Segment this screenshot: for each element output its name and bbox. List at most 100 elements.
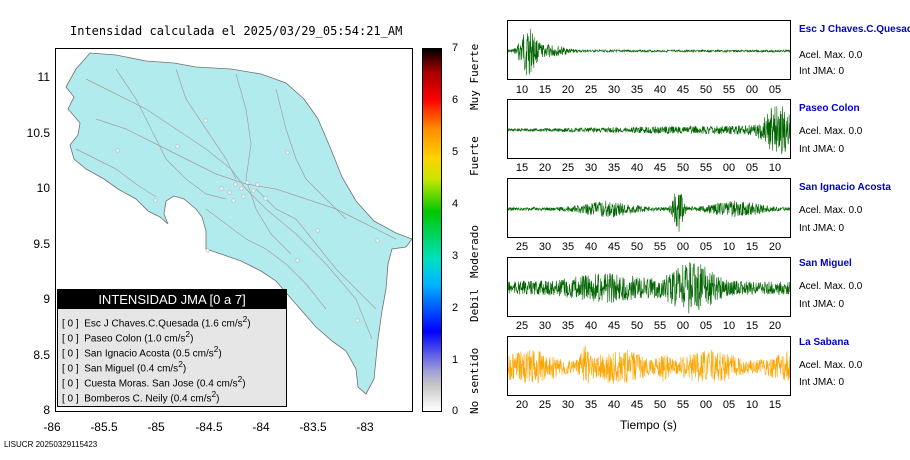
legend-item: [ 0 ] Bomberos C. Neily (0.4 cm/s2) [62, 389, 220, 405]
costa-rica-map [65, 52, 412, 395]
waveform-tick-label: 15 [538, 84, 552, 96]
waveform-tick-label: 35 [561, 320, 575, 332]
waveform-time-axis: 25 30 35 40 45 50 55 00 05 10 15 20 [507, 320, 797, 334]
waveform-tick-label: 10 [722, 241, 736, 253]
waveform-tick-label: 35 [607, 162, 621, 174]
waveform-tick-label: 15 [768, 399, 782, 411]
waveform-tick-label: 20 [768, 241, 782, 253]
map-x-tick: -85 [147, 420, 165, 434]
station-name: San Ignacio Acosta [799, 182, 891, 193]
waveform-line [508, 193, 790, 232]
waveform-line [508, 345, 790, 384]
waveform-tick-label: 40 [584, 241, 598, 253]
waveform-tick-label: 35 [630, 84, 644, 96]
waveform-tick-label: 30 [561, 399, 575, 411]
waveform-tick-label: 55 [699, 162, 713, 174]
waveform-tick-label: 15 [745, 241, 759, 253]
waveform-time-axis: 10 15 20 25 30 35 40 45 50 55 00 05 [507, 84, 797, 98]
waveform-panel [507, 257, 791, 317]
waveform-tick-label: 40 [584, 320, 598, 332]
waveform-tick-label: 20 [561, 84, 575, 96]
colorbar-category-no-sentido: No sentido [468, 347, 481, 414]
waveform-time-axis: 20 25 30 35 40 45 50 55 00 05 10 15 [507, 399, 797, 413]
waveform-trace [508, 262, 790, 314]
station-name: San Miguel [799, 258, 852, 269]
map-x-tick: -84.5 [195, 420, 223, 434]
waveform-tick-label: 25 [538, 399, 552, 411]
waveform-tick-label: 10 [768, 162, 782, 174]
intensity-legend: INTENSIDAD JMA [0 a 7] [ 0 ] Esc J Chave… [57, 289, 287, 407]
waveform-tick-label: 05 [722, 399, 736, 411]
waveform-tick-label: 55 [653, 241, 667, 253]
colorbar-tick: 3 [452, 250, 459, 262]
waveform-tick-label: 55 [722, 84, 736, 96]
intensity-colorbar [422, 48, 442, 412]
waveform-tick-label: 00 [699, 399, 713, 411]
waveform-tick-label: 05 [768, 84, 782, 96]
waveform-time-axis: 15 20 25 30 35 40 45 50 55 00 05 10 [507, 162, 797, 176]
waveform-tick-label: 00 [676, 241, 690, 253]
colorbar-category-debil: Debil [468, 288, 481, 322]
colorbar-tick: 6 [452, 94, 459, 106]
waveform-tick-label: 30 [538, 320, 552, 332]
waveform-tick-label: 00 [745, 84, 759, 96]
waveform-tick-label: 45 [607, 320, 621, 332]
waveform-tick-label: 10 [722, 320, 736, 332]
waveform-tick-label: 40 [607, 399, 621, 411]
waveform-tick-label: 50 [630, 241, 644, 253]
station-int: Int JMA: 0 [799, 144, 845, 155]
colorbar-category-muy-fuerte: Muy Fuerte [468, 43, 481, 110]
waveform-tick-label: 25 [515, 241, 529, 253]
waveform-trace [508, 106, 790, 155]
legend-title: INTENSIDAD JMA [0 a 7] [58, 290, 286, 309]
waveform-tick-label: 50 [699, 84, 713, 96]
colorbar-tick: 0 [452, 405, 459, 417]
waveform-tick-label: 15 [745, 320, 759, 332]
map-x-tick: -83 [356, 420, 374, 434]
waveform-tick-label: 50 [630, 320, 644, 332]
colorbar-tick: 2 [452, 302, 459, 314]
waveform-tick-label: 25 [561, 162, 575, 174]
colorbar-tick: 5 [452, 146, 459, 158]
waveform-trace [508, 28, 790, 76]
waveform-trace [508, 345, 790, 384]
map-x-tick: -84 [252, 420, 270, 434]
colorbar-category-moderado: Moderado [468, 225, 481, 278]
waveform-panel [507, 20, 791, 80]
legend-item: [ 0 ] San Miguel (0.4 cm/s2) [62, 359, 187, 375]
legend-item: [ 0 ] Cuesta Moras. San Jose (0.4 cm/s2) [62, 374, 246, 390]
colorbar-tick: 7 [452, 42, 459, 54]
waveform-tick-label: 10 [745, 399, 759, 411]
map-x-tick: -86 [43, 420, 61, 434]
waveform-tick-label: 25 [584, 84, 598, 96]
waveform-tick-label: 40 [630, 162, 644, 174]
station-int: Int JMA: 0 [799, 299, 845, 310]
map-y-tick: 10 [36, 181, 50, 195]
colorbar-category-fuerte: Fuerte [468, 136, 481, 176]
waveform-tick-label: 55 [653, 320, 667, 332]
waveform-panel [507, 178, 791, 238]
map-x-tick: -85.5 [90, 420, 118, 434]
waveform-tick-label: 45 [653, 162, 667, 174]
waveform-tick-label: 00 [676, 320, 690, 332]
waveform-tick-label: 50 [676, 162, 690, 174]
legend-item: [ 0 ] Paseo Colon (1.0 cm/s2) [62, 329, 194, 345]
waveform-tick-label: 35 [584, 399, 598, 411]
waveform-line [508, 106, 790, 155]
map-y-tick: 9.5 [33, 237, 50, 251]
legend-item: [ 0 ] San Ignacio Acosta (0.5 cm/s2) [62, 344, 222, 360]
colorbar-tick: 4 [452, 198, 459, 210]
map-y-tick: 9 [43, 292, 50, 306]
waveform-time-axis: 25 30 35 40 45 50 55 00 05 10 15 20 [507, 241, 797, 255]
waveform-tick-label: 30 [538, 241, 552, 253]
station-int: Int JMA: 0 [799, 66, 845, 77]
waveform-tick-label: 20 [515, 399, 529, 411]
station-int: Int JMA: 0 [799, 223, 845, 234]
waveform-tick-label: 10 [515, 84, 529, 96]
waveform-tick-label: 50 [653, 399, 667, 411]
station-int: Int JMA: 0 [799, 377, 845, 388]
station-markers [115, 118, 380, 323]
waveform-tick-label: 55 [676, 399, 690, 411]
road-network [75, 68, 397, 340]
map-y-tick: 11 [37, 70, 50, 84]
